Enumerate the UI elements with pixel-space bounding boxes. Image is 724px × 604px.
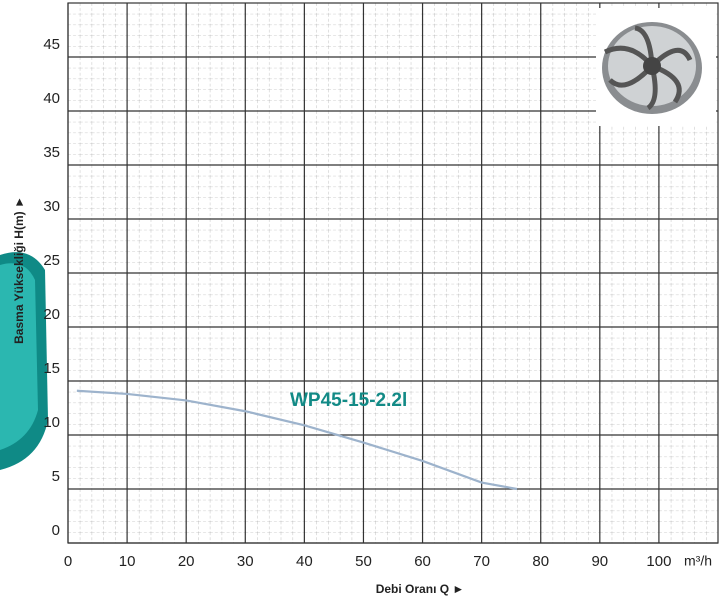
x-tick-label: 50 — [355, 553, 372, 570]
x-tick-label: 70 — [473, 553, 490, 570]
x-axis-label: Debi Oranı Q ► — [376, 582, 465, 596]
y-tick-label: 10 — [43, 414, 60, 431]
y-tick-label: 45 — [43, 36, 60, 53]
x-tick-label: 80 — [532, 553, 549, 570]
y-tick-label: 35 — [43, 144, 60, 161]
x-tick-label: 100 — [646, 553, 671, 570]
x-tick-label: 10 — [119, 553, 136, 570]
curve-label: WP45-15-2.2l — [290, 390, 407, 411]
y-tick-label: 40 — [43, 90, 60, 107]
x-tick-label: 30 — [237, 553, 254, 570]
x-tick-label: 60 — [414, 553, 431, 570]
x-tick-label: 0 — [64, 553, 72, 570]
y-tick-label: 25 — [43, 252, 60, 269]
y-tick-label: 0 — [52, 522, 60, 539]
y-axis-label: Basma Yüksekliği H(m) ► — [12, 196, 26, 344]
y-tick-label: 30 — [43, 198, 60, 215]
x-unit: m³/h — [684, 553, 712, 569]
pump-image — [0, 252, 48, 470]
y-tick-label: 5 — [52, 468, 60, 485]
x-tick-label: 90 — [591, 553, 608, 570]
impeller-image — [596, 8, 716, 126]
curve — [76, 389, 518, 491]
y-tick-label: 20 — [43, 306, 60, 323]
y-tick-label: 15 — [43, 360, 60, 377]
x-tick-label: 40 — [296, 553, 313, 570]
x-tick-label: 20 — [178, 553, 195, 570]
